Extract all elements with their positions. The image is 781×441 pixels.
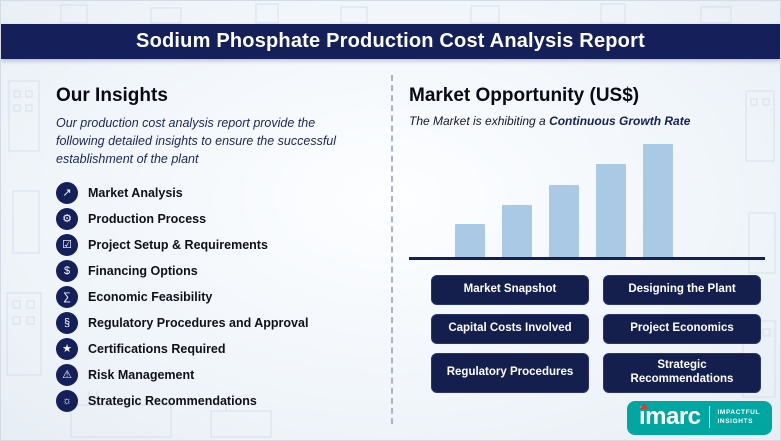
logo-tagline: IMPACTFUL INSIGHTS — [718, 409, 760, 426]
insights-heading: Our Insights — [56, 85, 168, 106]
page-title: Sodium Phosphate Production Cost Analysi… — [136, 30, 645, 52]
market-snapshot-button[interactable]: Market Snapshot — [431, 275, 589, 305]
chart-bar — [549, 185, 579, 257]
column-divider — [391, 75, 393, 424]
list-item: ∑ Economic Feasibility — [56, 285, 374, 308]
list-item: ↗ Market Analysis — [56, 181, 374, 204]
certifications-icon: ★ — [56, 337, 78, 360]
logo-separator — [708, 406, 710, 428]
imarc-brand-text: imarc — [638, 403, 701, 430]
project-setup-icon: ☑ — [56, 233, 78, 256]
list-item-label: Certifications Required — [88, 341, 226, 356]
project-economics-button[interactable]: Project Economics — [603, 314, 761, 344]
market-opportunity-section: Market Opportunity (US$) The Market is e… — [409, 85, 765, 393]
list-item-label: Financing Options — [88, 263, 198, 278]
chart-bar — [643, 144, 673, 257]
list-item-label: Market Analysis — [88, 185, 183, 200]
topic-button-grid: Market Snapshot Designing the Plant Capi… — [431, 275, 761, 393]
chart-bar — [596, 164, 626, 257]
capital-costs-button[interactable]: Capital Costs Involved — [431, 314, 589, 344]
list-item: ☼ Strategic Recommendations — [56, 389, 374, 412]
chart-bar — [502, 205, 532, 257]
tagline-line2: INSIGHTS — [717, 417, 754, 425]
subtitle-prefix: The Market is exhibiting a — [409, 114, 550, 128]
list-item-label: Economic Feasibility — [88, 289, 213, 304]
list-item: ⚠ Risk Management — [56, 363, 374, 386]
designing-the-plant-button[interactable]: Designing the Plant — [603, 275, 761, 305]
insights-section: Our Insights Our production cost analysi… — [56, 85, 374, 412]
list-item: § Regulatory Procedures and Approval — [56, 311, 374, 334]
strategic-recommendations-button[interactable]: Strategic Recommendations — [603, 353, 761, 393]
list-item-label: Risk Management — [88, 367, 195, 382]
market-heading: Market Opportunity (US$) — [409, 85, 640, 106]
regulatory-procedures-button[interactable]: Regulatory Procedures — [431, 353, 589, 393]
chart-bar — [455, 224, 485, 257]
production-process-icon: ⚙ — [56, 207, 78, 230]
economic-feasibility-icon: ∑ — [56, 285, 78, 308]
bar-chart-bars — [409, 138, 765, 260]
subtitle-highlight: Continuous Growth Rate — [549, 114, 691, 128]
insights-intro: Our production cost analysis report prov… — [56, 116, 337, 167]
insights-list: ↗ Market Analysis ⚙ Production Process ☑… — [56, 181, 374, 412]
market-subtitle: The Market is exhibiting a Continuous Gr… — [409, 114, 765, 128]
imarc-logo: imarc IMPACTFUL INSIGHTS — [626, 401, 772, 435]
market-analysis-icon: ↗ — [56, 181, 78, 204]
strategic-recommendations-icon: ☼ — [56, 389, 78, 412]
list-item-label: Regulatory Procedures and Approval — [88, 315, 309, 330]
list-item-label: Strategic Recommendations — [88, 393, 257, 408]
risk-management-icon: ⚠ — [56, 363, 78, 386]
logo-accent-triangle — [639, 403, 648, 409]
list-item-label: Production Process — [88, 211, 207, 226]
regulatory-approval-icon: § — [56, 311, 78, 334]
list-item: ★ Certifications Required — [56, 337, 374, 360]
list-item: ⚙ Production Process — [56, 207, 374, 230]
list-item: $ Financing Options — [56, 259, 374, 282]
list-item: ☑ Project Setup & Requirements — [56, 233, 374, 256]
tagline-line1: IMPACTFUL — [717, 408, 760, 416]
title-banner: Sodium Phosphate Production Cost Analysi… — [1, 24, 780, 59]
financing-options-icon: $ — [56, 259, 78, 282]
list-item-label: Project Setup & Requirements — [88, 237, 268, 252]
